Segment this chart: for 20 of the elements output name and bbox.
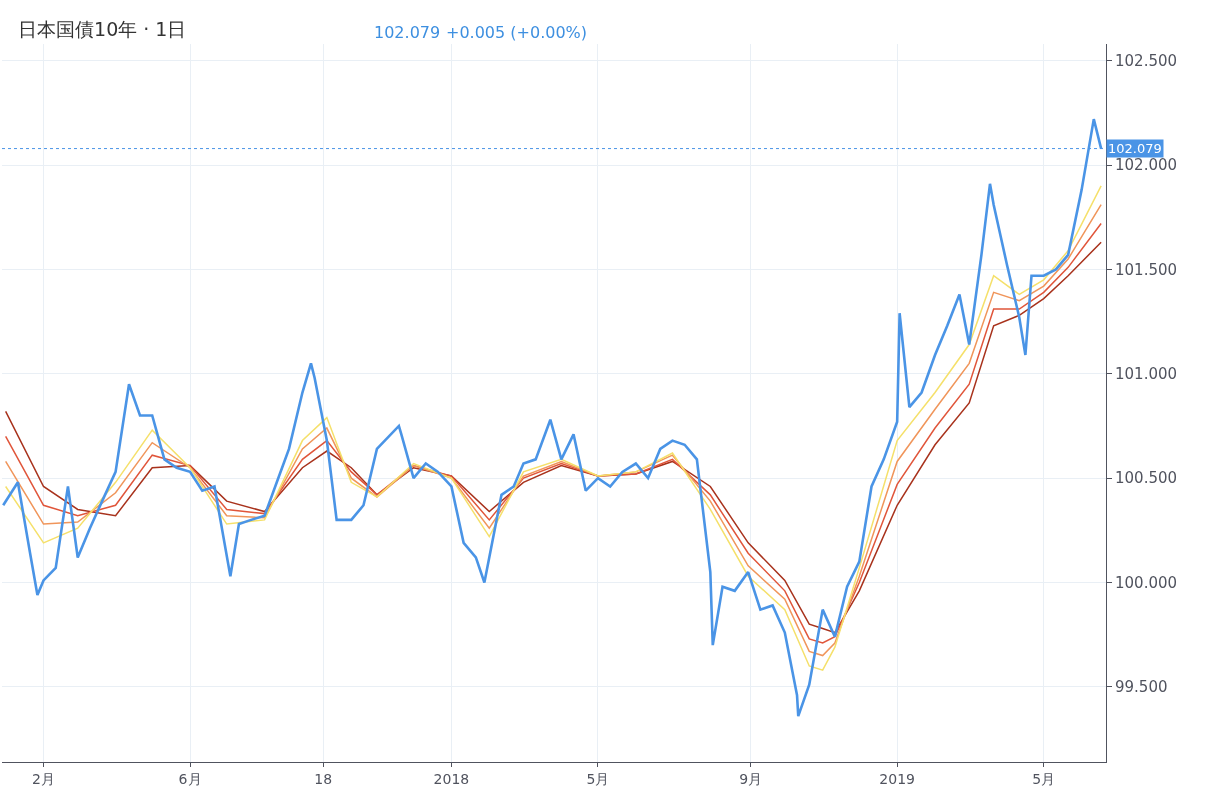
chart-title: 日本国債10年 · 1日 xyxy=(18,17,187,40)
x-tick-label: 2月 xyxy=(32,770,55,787)
ref-line-label: 102.079 xyxy=(1108,141,1162,156)
y-tick-label: 101.000 xyxy=(1115,365,1178,384)
y-tick-label: 100.000 xyxy=(1115,573,1178,592)
y-tick-label: 102.500 xyxy=(1115,51,1178,70)
x-tick-label: 5月 xyxy=(586,770,610,787)
x-tick-label: 5月 xyxy=(1032,770,1056,787)
y-tick-label: 101.500 xyxy=(1115,260,1178,279)
x-tick-label: 2018 xyxy=(433,770,470,787)
text: 102.079 xyxy=(374,23,441,42)
line-series xyxy=(2,117,1103,718)
x-tick-label: 18 xyxy=(314,770,333,787)
x-tick-label: 9月 xyxy=(739,770,763,787)
y-tick-label: 102.000 xyxy=(1115,156,1178,175)
y-tick-label: 99.500 xyxy=(1115,678,1168,697)
x-tick-label: 2019 xyxy=(879,770,915,787)
text: +0.005 (+0.00%) xyxy=(446,23,588,42)
y-tick-label: 100.500 xyxy=(1115,469,1178,488)
x-tick-label: 6月 xyxy=(178,770,202,787)
